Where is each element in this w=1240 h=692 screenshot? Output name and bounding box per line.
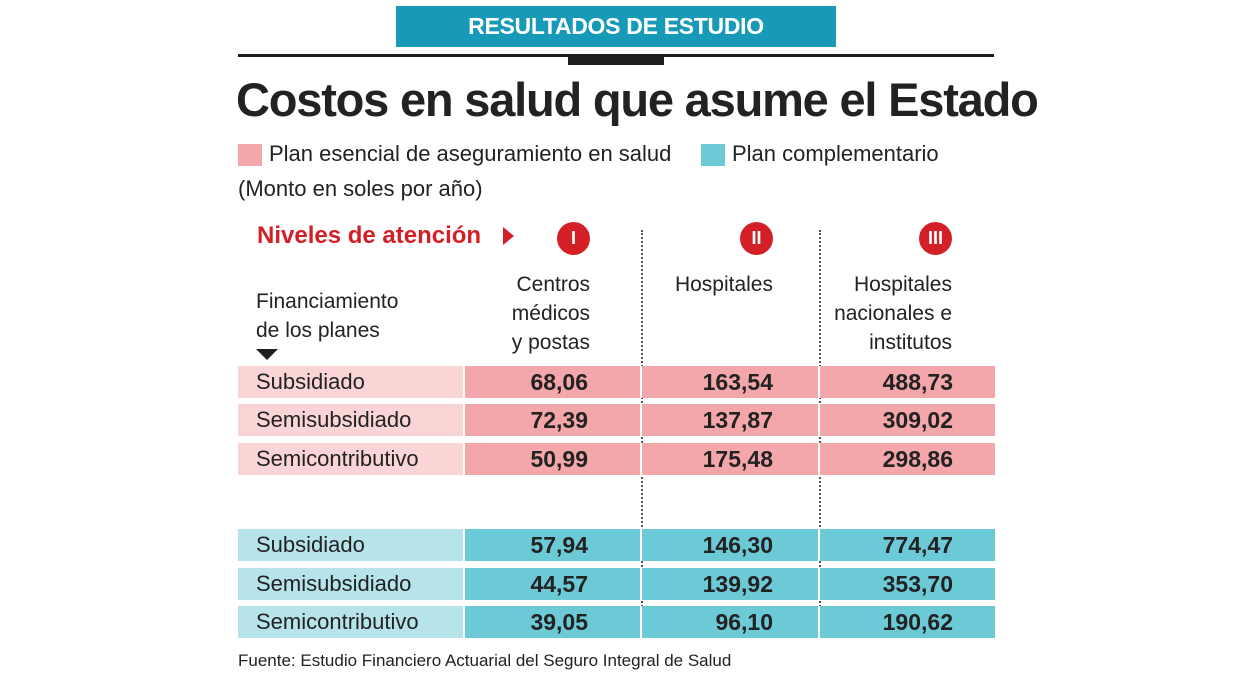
table-row: Semisubsidiado 72,39 137,87 309,02	[238, 404, 995, 436]
table-cell: 137,87	[640, 404, 818, 436]
row-label: Subsidiado	[238, 366, 463, 398]
row-label: Semisubsidiado	[238, 568, 463, 600]
table-row: Semicontributivo 50,99 175,48 298,86	[238, 443, 995, 475]
chart-title: Costos en salud que asume el Estado	[236, 73, 1039, 126]
table-row: Subsidiado 57,94 146,30 774,47	[238, 529, 995, 561]
column-header-2: Hospitales	[650, 270, 773, 299]
table-cell: 163,54	[640, 366, 818, 398]
level-badge-1: I	[557, 222, 590, 255]
table-cell: 309,02	[818, 404, 995, 436]
table-cell: 50,99	[463, 443, 640, 475]
row-label: Semicontributivo	[238, 606, 463, 638]
financing-header: Financiamiento de los planes	[256, 287, 398, 345]
table-cell: 96,10	[640, 606, 818, 638]
table-row: Semisubsidiado 44,57 139,92 353,70	[238, 568, 995, 600]
row-label: Subsidiado	[238, 529, 463, 561]
column-header-1-line-3: y postas	[511, 331, 590, 354]
table-cell: 72,39	[463, 404, 640, 436]
level-badge-3: III	[919, 222, 952, 255]
table-cell: 298,86	[818, 443, 995, 475]
legend-label-esencial: Plan esencial de aseguramiento en salud	[269, 141, 672, 166]
table-cell: 774,47	[818, 529, 995, 561]
top-rule	[238, 54, 994, 57]
financing-header-line-2: de los planes	[256, 319, 380, 342]
column-header-1-line-2: médicos	[511, 302, 590, 325]
column-header-2-line-1: Hospitales	[674, 273, 773, 296]
levels-label: Niveles de atención	[257, 222, 482, 249]
column-header-1: Centros médicos y postas	[470, 270, 590, 357]
levels-arrow-icon	[503, 227, 514, 245]
column-header-3-line-2: nacionales e	[834, 302, 952, 325]
table-cell: 488,73	[818, 366, 995, 398]
column-header-1-line-1: Centros	[516, 273, 590, 296]
legend-swatch-esencial	[238, 144, 262, 166]
table-cell: 146,30	[640, 529, 818, 561]
source-note: Fuente: Estudio Financiero Actuarial del…	[238, 651, 732, 670]
table-cell: 353,70	[818, 568, 995, 600]
row-label: Semisubsidiado	[238, 404, 463, 436]
rule-tab	[568, 57, 664, 65]
legend-swatch-complementario	[701, 144, 725, 166]
legend-label-complementario: Plan complementario	[732, 141, 939, 166]
section-banner: RESULTADOS DE ESTUDIO	[396, 6, 836, 47]
financing-arrow-icon	[256, 349, 278, 360]
table-cell: 44,57	[463, 568, 640, 600]
column-header-3-line-1: Hospitales	[853, 273, 952, 296]
table-row: Subsidiado 68,06 163,54 488,73	[238, 366, 995, 398]
row-label: Semicontributivo	[238, 443, 463, 475]
column-header-3: Hospitales nacionales e institutos	[826, 270, 952, 357]
table-cell: 39,05	[463, 606, 640, 638]
table-cell: 68,06	[463, 366, 640, 398]
level-badge-2: II	[740, 222, 773, 255]
table-cell: 139,92	[640, 568, 818, 600]
table-cell: 57,94	[463, 529, 640, 561]
unit-subtitle: (Monto en soles por año)	[238, 176, 483, 201]
financing-header-line-1: Financiamiento	[256, 290, 399, 313]
column-header-3-line-3: institutos	[869, 331, 952, 354]
table-row: Semicontributivo 39,05 96,10 190,62	[238, 606, 995, 638]
table-cell: 190,62	[818, 606, 995, 638]
table-cell: 175,48	[640, 443, 818, 475]
